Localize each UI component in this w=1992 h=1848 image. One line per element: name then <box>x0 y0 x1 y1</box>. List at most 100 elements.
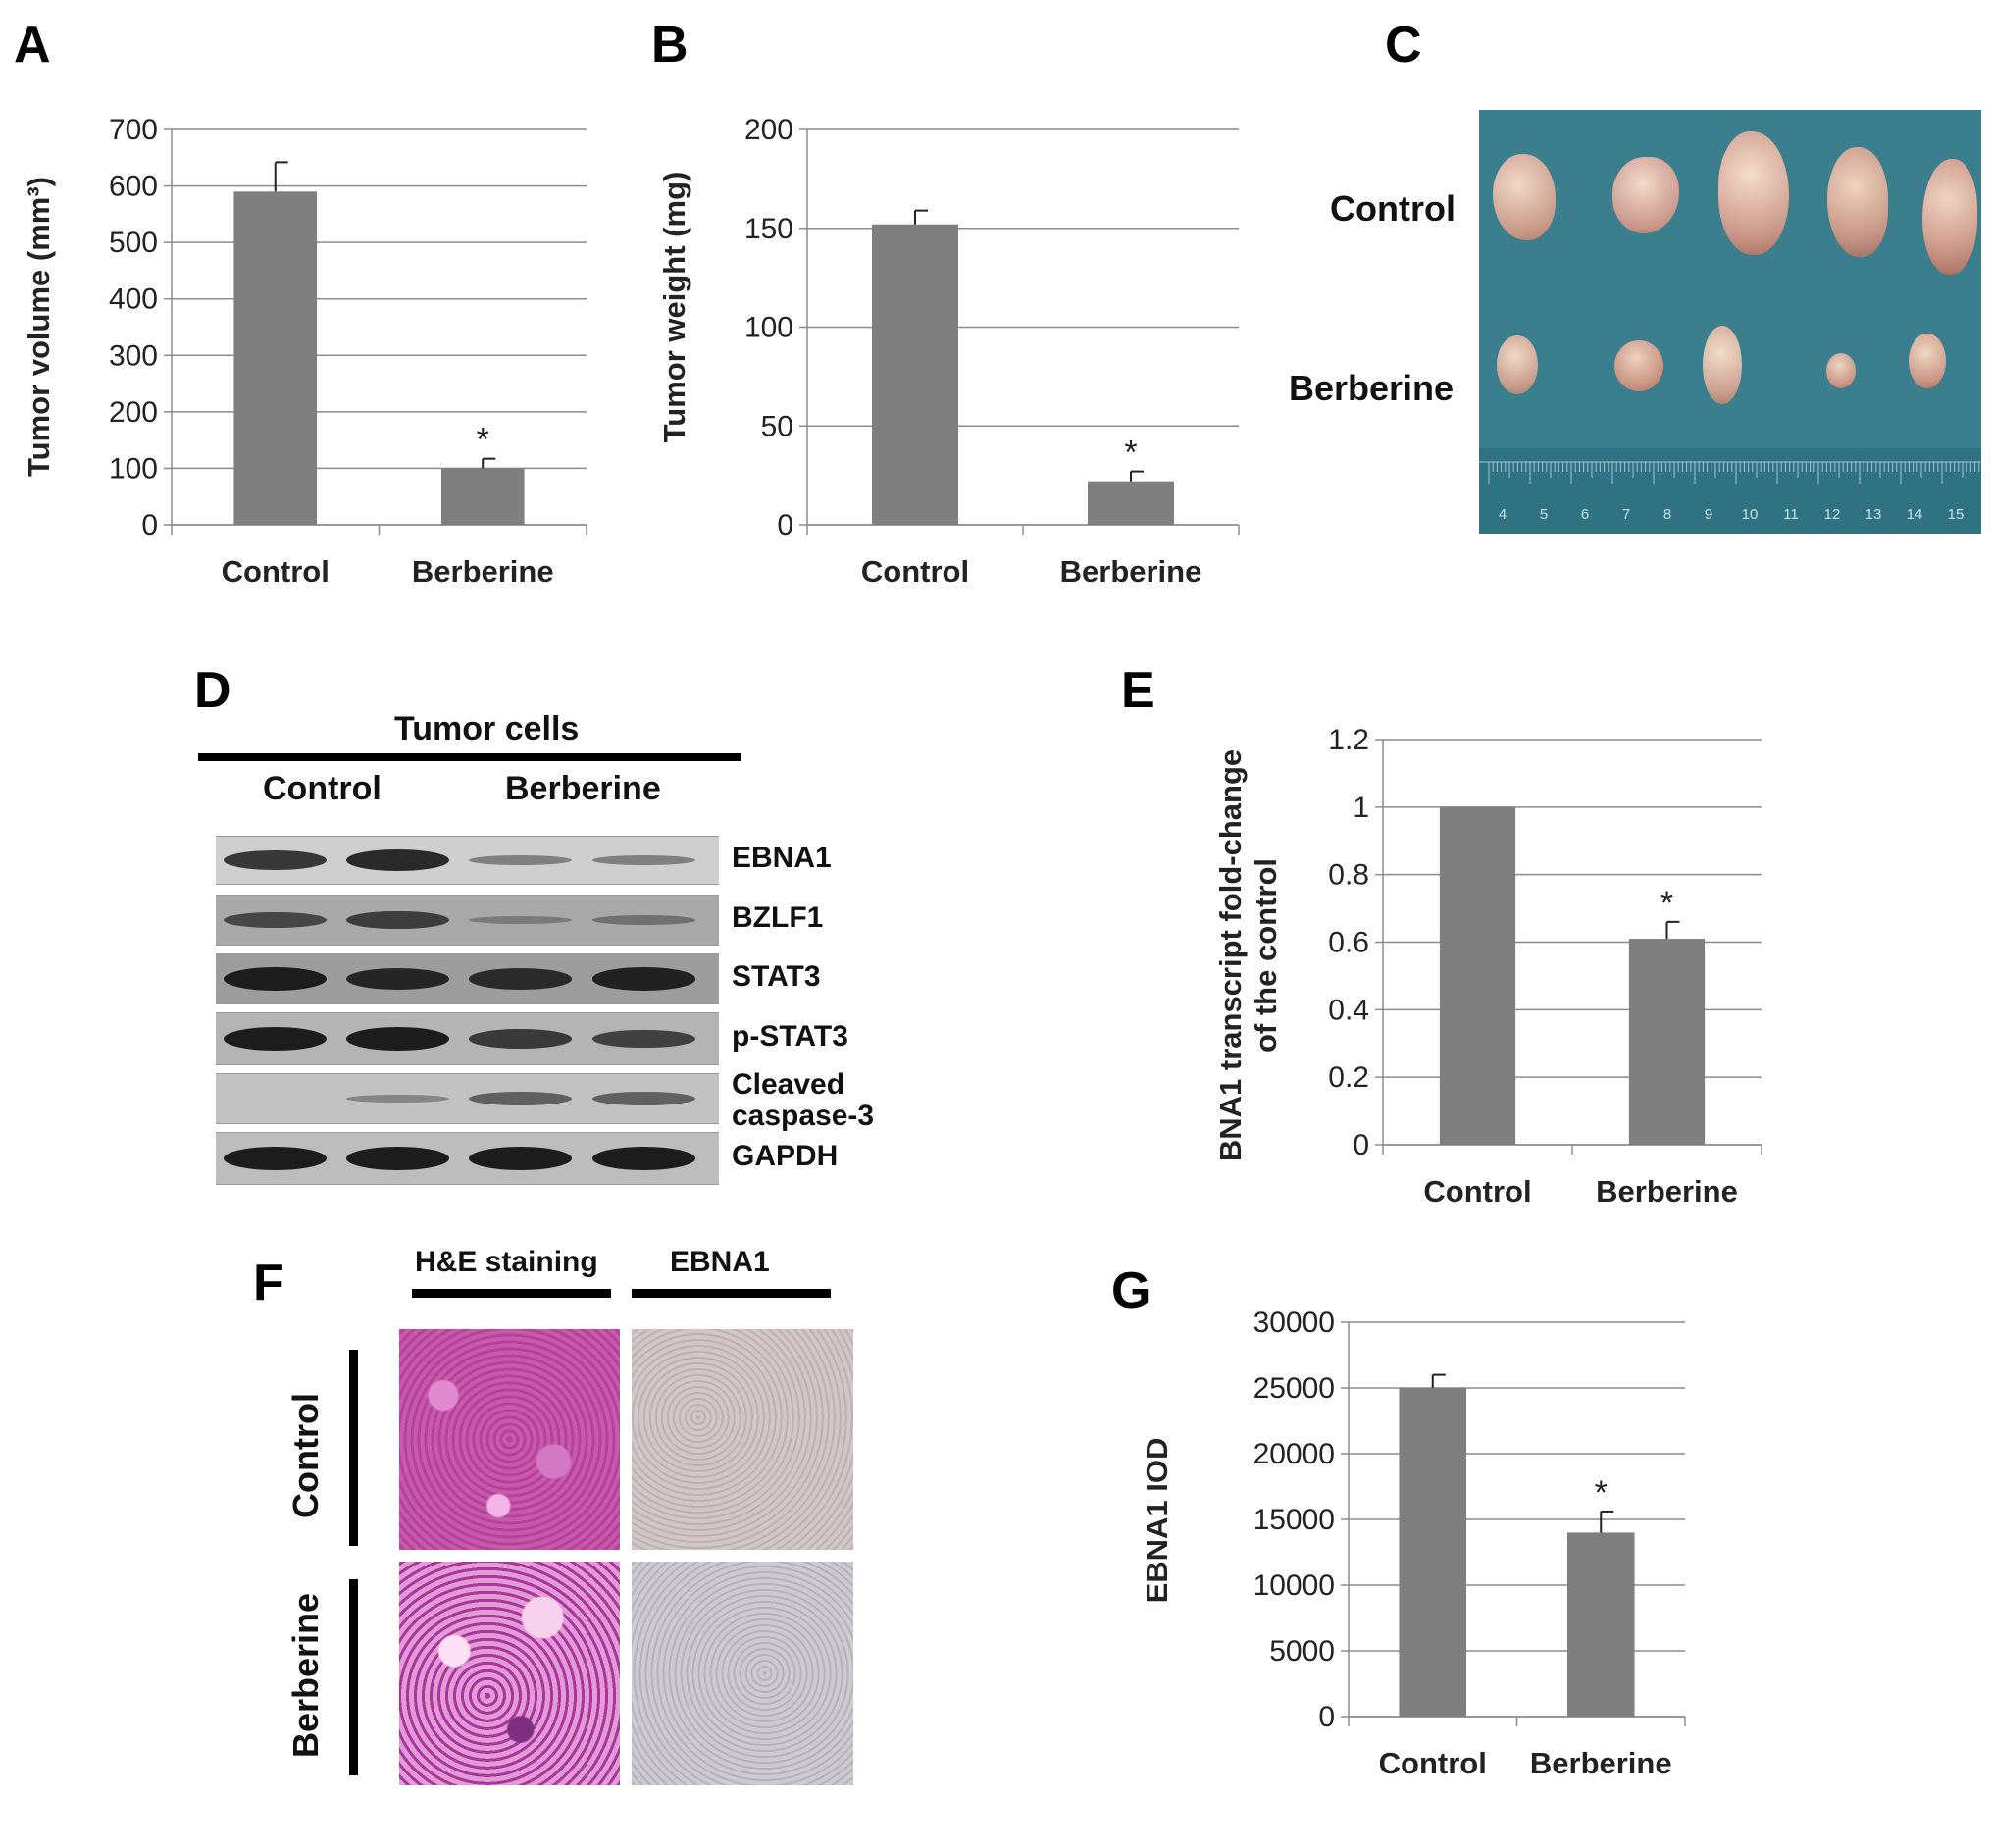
bar-berberine <box>1566 1532 1635 1717</box>
ruler-number: 13 <box>1865 506 1882 523</box>
histology-row-line-control <box>349 1350 358 1546</box>
bar-berberine <box>1088 481 1174 525</box>
blot-band <box>224 1147 327 1170</box>
y-tick-label: 50 <box>761 410 793 442</box>
ebna1-image-berberine <box>632 1562 853 1785</box>
y-tick-label: 0 <box>1353 1129 1369 1161</box>
histology-row-label-control: Control <box>285 1393 326 1518</box>
y-tick-label: 25000 <box>1253 1372 1335 1405</box>
blot-band <box>346 1094 449 1104</box>
chart-b-tumor-weight: 0 50 100 150 200 Control * Berberine Tumor weigh… <box>657 114 1240 589</box>
blot-label: STAT3 <box>732 960 821 993</box>
blot-band <box>469 968 572 990</box>
blot-band <box>469 1091 572 1106</box>
blot-band <box>346 967 449 991</box>
y-axis-label: of the control <box>1249 858 1283 1052</box>
tumor-control-5 <box>1922 159 1977 275</box>
chart-a-tumor-volume: 0 100 200 300 400 500 600 700 Control * Berberine T… <box>22 114 587 589</box>
bar-control <box>233 191 318 526</box>
blot-band <box>224 849 327 871</box>
histology-column-line-he <box>412 1289 611 1298</box>
x-category-label: Berberine <box>1530 1746 1672 1780</box>
histology-column-label-ebna1: EBNA1 <box>670 1246 770 1278</box>
x-category-label: Control <box>1423 1174 1531 1208</box>
y-tick-label: 1 <box>1353 792 1369 824</box>
blot-label: p-STAT3 <box>732 1020 848 1052</box>
y-tick-label: 100 <box>109 452 158 485</box>
tumor-berberine-5 <box>1909 334 1946 388</box>
panel-letter-a: A <box>14 17 51 74</box>
blot-band <box>469 854 572 866</box>
tumor-berberine-4 <box>1826 353 1856 388</box>
bar-control <box>872 224 958 525</box>
blot-band <box>224 1027 327 1051</box>
blot-band <box>592 1147 695 1170</box>
bar-berberine <box>1628 939 1706 1145</box>
blot-label-line: caspase-3 <box>732 1100 875 1132</box>
blot-band <box>346 910 449 930</box>
ruler-number: 14 <box>1907 506 1923 523</box>
y-tick-label: 1.2 <box>1328 724 1369 756</box>
ruler-number: 15 <box>1948 506 1965 523</box>
x-category-label: Control <box>1379 1746 1487 1780</box>
histology-row-line-berberine <box>349 1579 358 1775</box>
y-tick-label: 5000 <box>1269 1635 1335 1668</box>
blot-band <box>592 915 695 925</box>
blot-row <box>216 1073 719 1124</box>
significance-marker: * <box>1660 885 1673 922</box>
tumor-berberine-1 <box>1497 335 1538 394</box>
blot-label: EBNA1 <box>732 842 832 874</box>
y-tick-label: 200 <box>109 396 158 429</box>
x-category-label: Berberine <box>412 554 554 589</box>
blot-label: BZLF1 <box>732 901 824 934</box>
blot-header-line <box>198 753 741 761</box>
x-category-label: Berberine <box>1596 1174 1738 1208</box>
blot-label: Cleaved caspase-3 <box>732 1069 874 1132</box>
x-category-label: Control <box>222 554 330 589</box>
panel-letter-d: D <box>194 662 231 719</box>
ruler-number: 6 <box>1581 506 1589 523</box>
significance-marker: * <box>477 422 489 459</box>
photo-row-label-berberine: Berberine <box>1289 368 1455 408</box>
blot-header: Tumor cells <box>394 710 580 747</box>
tumor-berberine-2 <box>1614 340 1663 391</box>
blot-band <box>592 1029 695 1049</box>
y-tick-label: 700 <box>109 114 158 146</box>
y-tick-label: 0.8 <box>1328 859 1369 892</box>
y-tick-label: 200 <box>744 114 793 146</box>
blot-band <box>592 967 695 991</box>
tumor-berberine-3 <box>1703 326 1742 404</box>
blot-band <box>592 1091 695 1106</box>
blot-row <box>216 953 719 1004</box>
blot-row <box>216 1132 719 1185</box>
y-tick-label: 0 <box>1318 1701 1335 1733</box>
ruler-number: 11 <box>1783 506 1799 523</box>
panel-letter-f: F <box>253 1255 284 1311</box>
y-tick-label: 300 <box>109 339 158 372</box>
he-image-control <box>399 1329 620 1550</box>
y-tick-label: 0.6 <box>1328 927 1369 959</box>
y-tick-label: 150 <box>744 213 793 245</box>
blot-row <box>216 1012 719 1065</box>
y-tick-label: 0 <box>777 509 793 541</box>
y-tick-label: 600 <box>109 171 158 203</box>
blot-row <box>216 836 719 885</box>
y-tick-label: 0.4 <box>1328 994 1369 1026</box>
bar-control <box>1439 806 1516 1145</box>
y-tick-label: 30000 <box>1253 1307 1335 1339</box>
y-axis-label: EBNA1 IOD <box>1140 1438 1174 1604</box>
ruler: 4 5 6 7 8 9 10 11 12 13 14 15 <box>1479 448 1981 534</box>
chart-g-ebna1-iod: 0 5000 10000 15000 20000 25000 30000 Control * Be… <box>1140 1307 1686 1780</box>
ruler-ticks: 4 5 6 7 8 9 10 11 12 13 14 15 <box>1479 461 1981 523</box>
bar-control <box>1399 1388 1467 1717</box>
blot-band <box>469 916 572 924</box>
tumor-photo-panel: 4 5 6 7 8 9 10 11 12 13 14 15 <box>1479 110 1981 534</box>
y-tick-label: 10000 <box>1253 1569 1335 1602</box>
ruler-number: 9 <box>1705 506 1712 523</box>
y-axis-label: Tumor weight (mg) <box>657 172 691 443</box>
y-tick-label: 20000 <box>1253 1438 1335 1470</box>
blot-band <box>346 1027 449 1051</box>
ebna1-image-control <box>632 1329 853 1550</box>
significance-marker: * <box>1595 1474 1608 1512</box>
